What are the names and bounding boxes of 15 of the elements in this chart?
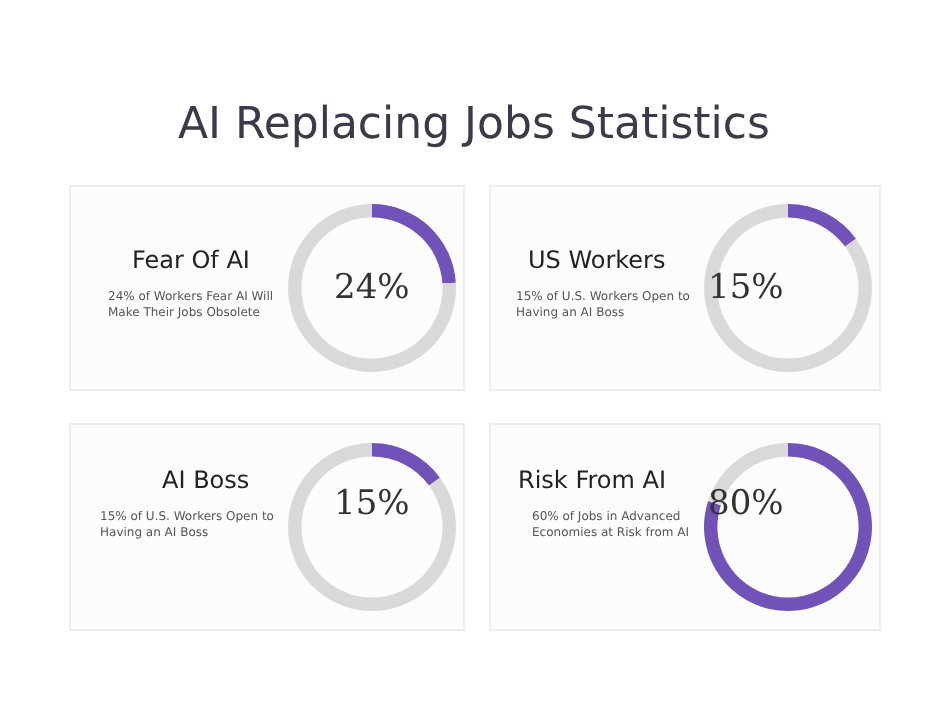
donut-slice [288,204,456,372]
donut-slice [288,443,456,611]
text: 15% [708,268,784,308]
donut-slice [704,443,872,611]
text: 15% [334,484,410,524]
text: Fear Of AI [132,246,250,274]
donut-slice [372,443,440,486]
text: 24% [334,268,410,308]
text: 80% [708,484,784,524]
donut-slice [788,204,856,247]
text: Risk From AI [518,466,666,494]
donut-slice [704,204,872,372]
text: AI Replacing Jobs Statistics [178,100,770,150]
text: US Workers [528,246,666,274]
text: AI Boss [162,466,250,494]
